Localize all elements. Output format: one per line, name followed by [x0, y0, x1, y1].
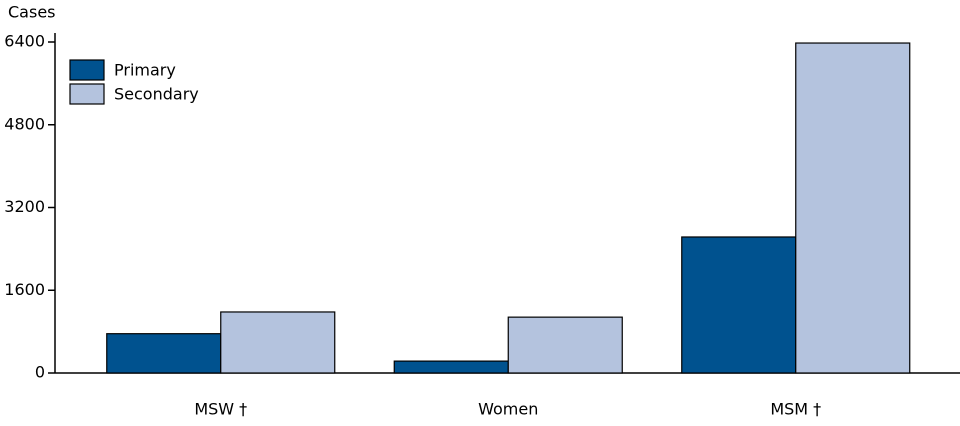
legend-swatch	[69, 59, 105, 81]
y-tick-label: 1600	[4, 280, 45, 299]
x-tick-label: MSW †	[194, 400, 247, 419]
y-tick-label: 0	[35, 363, 45, 382]
bar	[795, 42, 911, 374]
bar	[106, 333, 222, 374]
bar	[393, 360, 509, 374]
bar	[681, 236, 797, 374]
x-tick-label: MSM †	[770, 400, 821, 419]
legend-label: Primary	[114, 61, 176, 80]
bar	[507, 316, 623, 374]
y-tick-label: 3200	[4, 197, 45, 216]
y-axis-label: Cases	[8, 3, 56, 22]
legend-label: Secondary	[114, 85, 199, 104]
legend-swatch	[69, 83, 105, 105]
x-tick-label: Women	[478, 400, 538, 419]
y-tick-label: 6400	[4, 32, 45, 51]
bar	[220, 311, 336, 374]
y-tick-label: 4800	[4, 114, 45, 133]
